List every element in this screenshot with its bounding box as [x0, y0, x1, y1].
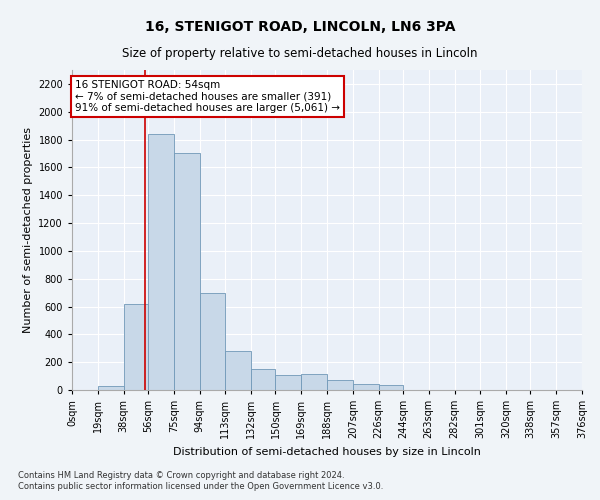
- Bar: [174, 154, 199, 390]
- Text: Size of property relative to semi-detached houses in Lincoln: Size of property relative to semi-detach…: [122, 48, 478, 60]
- Bar: [225, 351, 251, 390]
- X-axis label: Distribution of semi-detached houses by size in Lincoln: Distribution of semi-detached houses by …: [173, 446, 481, 456]
- Bar: [124, 304, 148, 390]
- Text: Contains HM Land Registry data © Crown copyright and database right 2024.: Contains HM Land Registry data © Crown c…: [18, 470, 344, 480]
- Bar: [275, 376, 301, 390]
- Bar: [251, 369, 275, 390]
- Bar: [98, 386, 124, 390]
- Text: 16 STENIGOT ROAD: 54sqm
← 7% of semi-detached houses are smaller (391)
91% of se: 16 STENIGOT ROAD: 54sqm ← 7% of semi-det…: [75, 80, 340, 113]
- Bar: [353, 384, 379, 390]
- Y-axis label: Number of semi-detached properties: Number of semi-detached properties: [23, 127, 32, 333]
- Bar: [301, 374, 327, 390]
- Bar: [379, 385, 403, 390]
- Text: Contains public sector information licensed under the Open Government Licence v3: Contains public sector information licen…: [18, 482, 383, 491]
- Bar: [199, 292, 225, 390]
- Text: 16, STENIGOT ROAD, LINCOLN, LN6 3PA: 16, STENIGOT ROAD, LINCOLN, LN6 3PA: [145, 20, 455, 34]
- Bar: [148, 134, 174, 390]
- Bar: [327, 380, 353, 390]
